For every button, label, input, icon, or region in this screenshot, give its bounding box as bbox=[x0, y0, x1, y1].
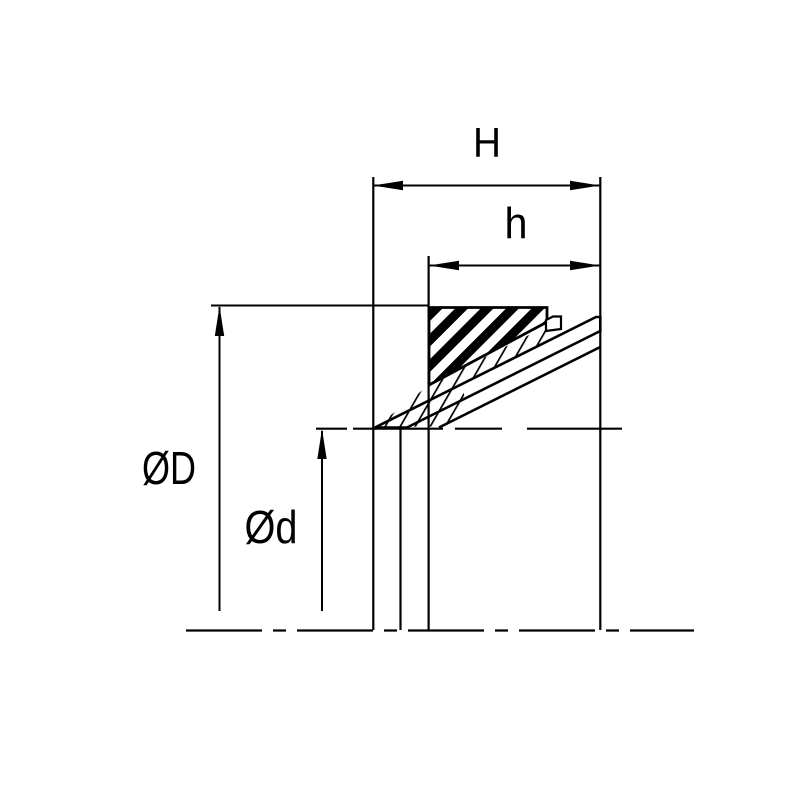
arrowhead-right-icon bbox=[570, 180, 600, 191]
dimension-H: H bbox=[373, 119, 600, 191]
dimensions: H h ØD Ød bbox=[142, 119, 694, 632]
arrowhead-right-icon bbox=[570, 260, 600, 271]
dim-label-OD: ØD bbox=[142, 442, 196, 494]
dimension-OD: ØD bbox=[142, 304, 429, 611]
elastomer-hatch-band bbox=[375, 325, 554, 428]
arrowhead-up-icon bbox=[317, 429, 327, 459]
lip-step bbox=[544, 315, 563, 333]
dim-label-h: h bbox=[505, 199, 528, 248]
dim-label-Od: Ød bbox=[245, 501, 298, 553]
lip-tip-hatch bbox=[376, 385, 468, 427]
arrowhead-left-icon bbox=[429, 260, 459, 271]
arrowhead-up-icon bbox=[214, 306, 225, 336]
arrowhead-left-icon bbox=[373, 180, 403, 191]
seal-profile bbox=[316, 177, 622, 630]
dimension-h: h bbox=[429, 199, 600, 271]
lip-underside-line bbox=[438, 345, 601, 429]
dimension-Od: Ød bbox=[245, 429, 327, 611]
dim-label-H: H bbox=[473, 119, 501, 166]
